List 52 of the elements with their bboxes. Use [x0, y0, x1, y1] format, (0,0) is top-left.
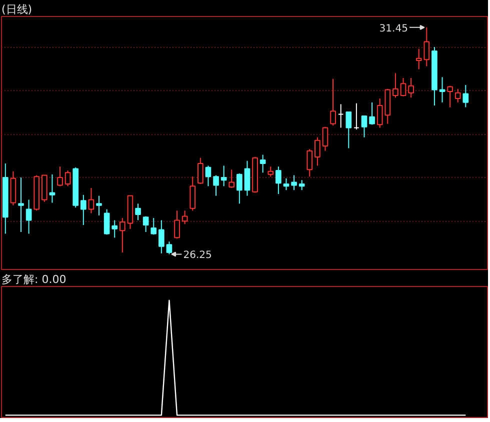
- candlestick: [142, 216, 149, 232]
- candlestick: [291, 174, 297, 191]
- candlestick: [268, 166, 274, 178]
- annotation: 31.45: [379, 23, 408, 34]
- candlestick: [26, 199, 32, 234]
- candlestick: [392, 72, 398, 98]
- candlestick: [346, 112, 352, 149]
- candlestick: [400, 78, 406, 97]
- candlestick: [283, 178, 290, 191]
- candlestick: [57, 166, 63, 187]
- candlestick: [88, 187, 94, 214]
- candlestick: [338, 104, 344, 128]
- candlestick: [158, 220, 164, 254]
- candlestick: [361, 115, 368, 138]
- candlestick: [182, 210, 188, 225]
- candlestick: [244, 160, 250, 196]
- chart-title: 多了解: 0.00: [2, 273, 66, 286]
- candlestick: [198, 157, 204, 185]
- candlestick: [135, 203, 141, 221]
- candlestick: [408, 78, 414, 98]
- candlestick: [322, 126, 328, 152]
- candlestick: [314, 136, 320, 166]
- candlestick: [112, 220, 118, 238]
- candlestick: [276, 166, 282, 195]
- candlestick: [18, 176, 24, 232]
- candlestick: [150, 218, 157, 236]
- candlestick: [236, 173, 242, 204]
- candlestick: [220, 165, 227, 187]
- candlestick: [174, 210, 180, 240]
- candlestick: [96, 195, 102, 216]
- candlestick: [330, 78, 336, 126]
- candlestick: [213, 174, 219, 196]
- candlestick: [190, 176, 196, 212]
- candlestick: [298, 180, 305, 191]
- candlestick: [119, 218, 126, 253]
- candlestick: [369, 102, 375, 126]
- candlestick: [205, 165, 212, 187]
- chart-title: (日线): [2, 3, 32, 16]
- annotation: 26.25: [183, 250, 212, 262]
- candlestick: [49, 174, 56, 204]
- candlestick: [439, 76, 446, 103]
- candlestick: [306, 148, 313, 178]
- candlestick: [454, 88, 461, 103]
- candlestick: [447, 85, 453, 108]
- candlestick: [260, 154, 266, 174]
- candlestick: [80, 194, 86, 226]
- candlestick: [64, 170, 71, 187]
- candlestick: [228, 169, 235, 188]
- candlestick: [166, 241, 172, 255]
- candlestick: [462, 84, 469, 108]
- candlestick: [354, 102, 360, 130]
- candlestick: [104, 208, 110, 236]
